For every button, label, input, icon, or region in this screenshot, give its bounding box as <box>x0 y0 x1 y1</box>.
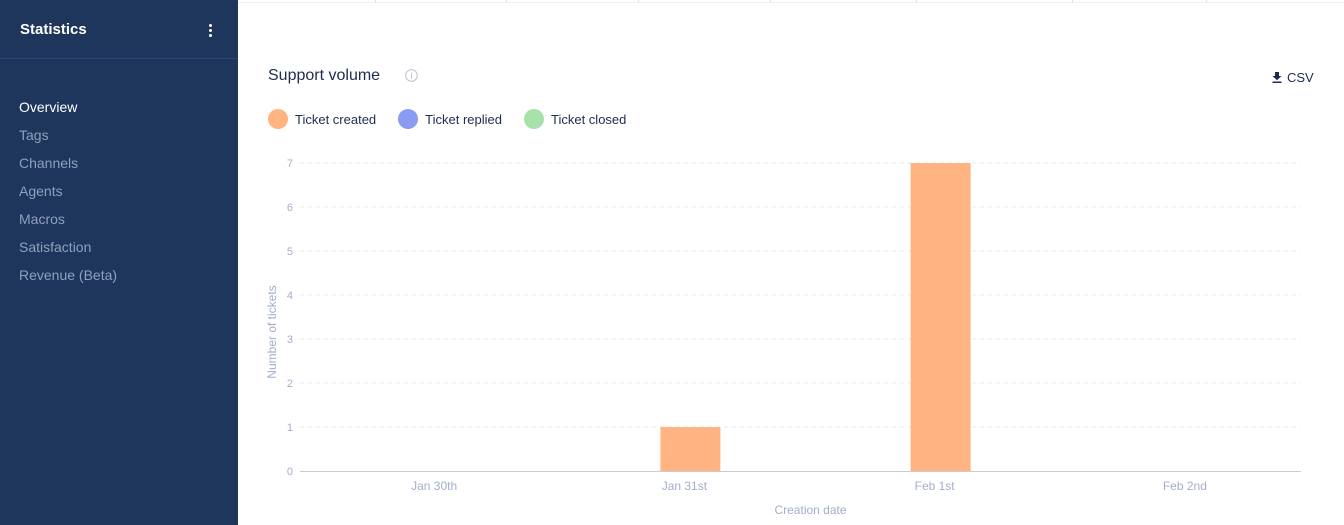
top-divider <box>506 0 507 3</box>
x-axis-title: Creation date <box>774 503 846 517</box>
bar-ticket-created <box>910 163 971 471</box>
top-strip <box>238 0 1344 3</box>
y-tick-label: 1 <box>287 422 293 434</box>
sidebar-item-satisfaction[interactable]: Satisfaction <box>19 239 92 255</box>
legend-dot <box>398 109 419 129</box>
download-icon <box>1272 72 1282 83</box>
more-dot <box>208 33 212 37</box>
chart-legend: Ticket created Ticket replied Ticket clo… <box>268 109 626 129</box>
y-tick-label: 4 <box>287 290 293 302</box>
y-tick-label: 2 <box>287 378 293 390</box>
sidebar-item-overview[interactable]: Overview <box>19 99 78 115</box>
sidebar-header: Statistics <box>0 0 238 59</box>
x-tick-label: Feb 2nd <box>1163 479 1207 493</box>
more-options-icon[interactable] <box>202 20 218 40</box>
legend-label: Ticket closed <box>551 111 627 127</box>
more-dot <box>208 28 212 32</box>
card-title: Support volume <box>268 67 381 84</box>
x-tick-label: Jan 30th <box>411 479 457 493</box>
y-tick-label: 0 <box>287 466 293 478</box>
sidebar-item-revenue[interactable]: Revenue (Beta) <box>19 267 118 283</box>
top-divider <box>770 0 771 3</box>
y-tick-label: 3 <box>287 334 293 346</box>
legend-label: Ticket replied <box>425 111 502 127</box>
y-tick-label: 5 <box>287 246 293 258</box>
legend-item-ticket-closed[interactable]: Ticket closed <box>524 109 626 129</box>
sidebar-item-agents[interactable]: Agents <box>19 183 63 199</box>
top-divider <box>1206 0 1207 3</box>
legend-dot <box>268 109 288 129</box>
x-tick-label: Jan 31st <box>662 479 708 493</box>
legend-item-ticket-replied[interactable]: Ticket replied <box>398 109 502 129</box>
legend-label: Ticket created <box>295 111 377 127</box>
bar-ticket-created <box>660 427 721 471</box>
sidebar-item-channels[interactable]: Channels <box>19 155 79 171</box>
csv-download-button[interactable]: CSV <box>1272 70 1314 85</box>
more-dot <box>208 23 212 27</box>
sidebar-item-tags[interactable]: Tags <box>19 127 49 143</box>
support-volume-chart: 0 1 2 3 4 5 6 7 Jan 30th Jan 31st Feb 1st Feb 2nd Cr… <box>265 158 1301 517</box>
main-content: Support volume CSV Ticket created Ticket… <box>238 0 1344 525</box>
y-tick-label: 7 <box>287 158 293 170</box>
y-tick-label: 6 <box>287 202 293 214</box>
top-divider <box>1072 0 1073 3</box>
legend-item-ticket-created[interactable]: Ticket created <box>268 109 376 129</box>
legend-dot <box>524 109 544 129</box>
top-divider <box>375 0 376 3</box>
sidebar-title: Statistics <box>20 21 87 38</box>
top-divider <box>916 0 917 3</box>
sidebar-item-macros[interactable]: Macros <box>19 211 65 227</box>
x-tick-label: Feb 1st <box>915 479 956 493</box>
csv-label: CSV <box>1287 70 1314 85</box>
y-axis-title: Number of tickets <box>265 285 279 378</box>
top-divider <box>638 0 639 3</box>
info-icon[interactable] <box>405 69 418 82</box>
sidebar-nav: Overview Tags Channels Agents Macros Sat… <box>0 93 238 289</box>
sidebar: Statistics Overview Tags Channels Agents… <box>0 0 238 525</box>
